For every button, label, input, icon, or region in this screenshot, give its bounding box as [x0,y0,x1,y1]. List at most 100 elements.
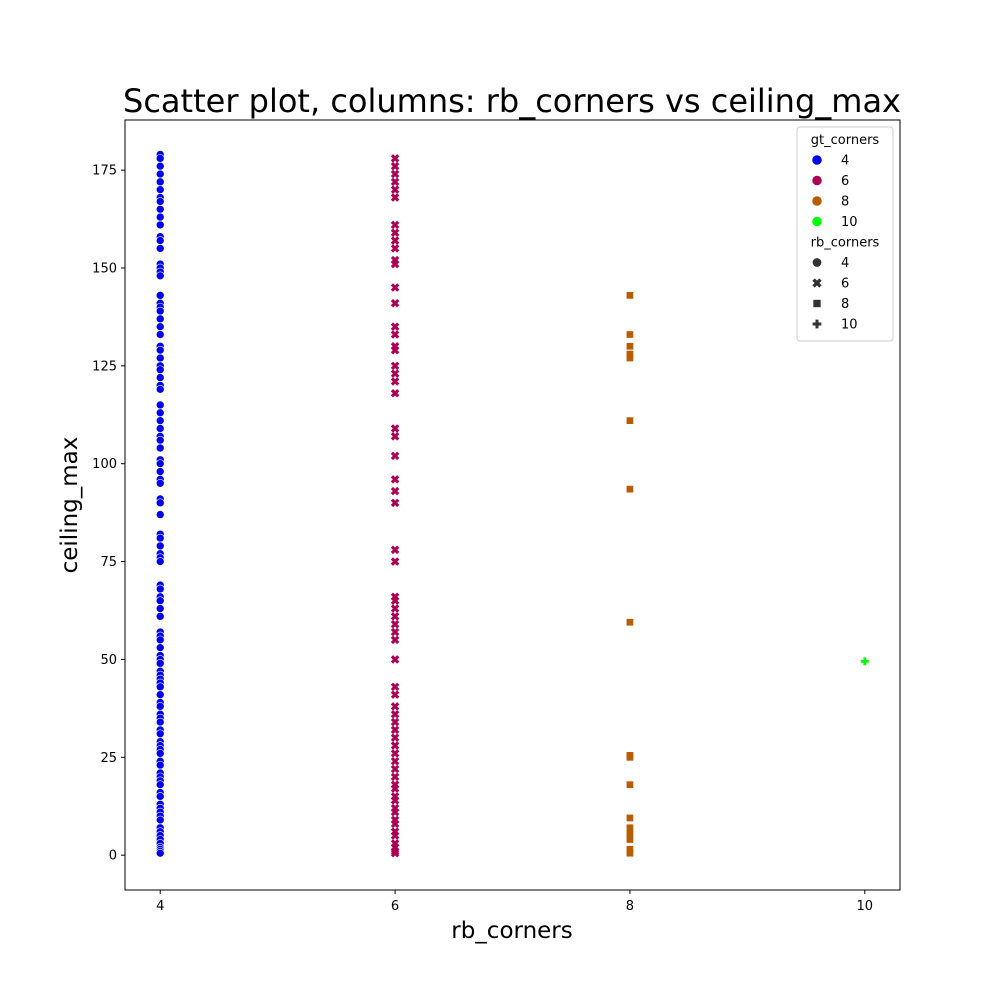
data-point [390,655,400,664]
data-point [155,322,165,331]
chart-title: Scatter plot, columns: rb_corners vs cei… [123,82,901,120]
data-point [155,541,165,551]
y-tick-label: 50 [100,653,117,668]
data-point [390,749,400,758]
data-point [390,259,400,269]
data-point [390,228,400,238]
legend: gt_corners 4 6 8 10 rb_corners 4 6 8 10 [796,126,894,342]
data-point [626,485,634,493]
data-point [155,271,165,281]
data-point [155,204,165,214]
data-point [390,725,400,735]
data-point [390,475,400,484]
legend-hue-marker [812,155,822,165]
data-point [390,298,400,308]
data-point [390,388,400,398]
data-point [155,848,165,858]
data-point [626,354,634,362]
legend-hue-label: 6 [841,174,849,189]
data-point [155,498,165,508]
data-point [155,635,165,645]
y-tick-label: 0 [109,849,117,864]
data-point [155,353,165,363]
data-point [390,345,400,355]
data-point [155,643,165,652]
series-10 [860,657,869,666]
data-point [155,385,165,394]
plot-area-border [124,119,901,891]
data-point [155,306,165,316]
data-point [155,659,165,668]
data-point [390,796,400,805]
points-layer [155,150,869,858]
data-point [626,849,634,857]
data-point [390,154,400,163]
data-point [390,635,400,645]
data-point [390,756,400,766]
data-point [390,619,400,629]
data-point [155,408,165,418]
x-tick-label: 4 [156,899,164,914]
data-point [390,220,400,230]
series-6 [390,154,400,858]
data-point [155,314,165,324]
data-point [390,169,400,179]
y-tick-label: 75 [100,555,117,570]
data-point [626,753,634,761]
data-point [626,814,634,822]
data-point [626,618,634,626]
data-point [155,780,165,789]
data-point [155,459,165,468]
legend-title-style: rb_corners [811,236,880,251]
data-point [626,331,634,338]
data-point [390,486,400,496]
data-point [390,545,400,555]
data-point [155,612,165,621]
legend-style-label: 4 [841,256,849,271]
data-point [155,584,165,594]
legend-hue-label: 8 [841,195,849,210]
data-point [626,350,634,358]
data-point [155,702,165,711]
data-point [390,784,400,793]
data-point [390,361,400,371]
data-point [626,342,634,350]
data-point [860,657,869,666]
data-point [155,792,165,801]
data-point [155,510,165,519]
data-point [390,682,400,692]
data-point [155,212,165,222]
data-point [390,283,400,292]
data-point [155,749,165,758]
legend-hue-marker [812,175,822,186]
legend-hue-marker [812,196,822,206]
y-tick-label: 125 [92,359,117,374]
data-point [390,612,400,621]
data-point [155,729,165,739]
data-point [390,161,400,171]
data-point [390,498,400,508]
data-point [155,291,165,300]
data-point [390,764,400,774]
data-point [390,819,400,829]
data-point [155,604,165,613]
legend-hue-marker [812,216,822,227]
legend-style-marker [813,299,821,308]
legend-title-hue: gt_corners [811,133,880,148]
legend-style-label: 8 [841,297,849,312]
data-point [155,345,165,355]
data-point [390,733,400,742]
legend-style-label: 6 [841,277,849,292]
data-point [155,435,165,445]
data-point [626,824,634,832]
x-axis-label: rb_corners [451,918,573,944]
data-point [155,220,165,230]
data-point [390,604,400,613]
x-tick-label: 10 [856,899,873,914]
data-point [626,292,634,299]
data-point [390,451,400,461]
data-point [390,848,400,858]
data-point [390,377,400,386]
data-point [155,467,165,476]
